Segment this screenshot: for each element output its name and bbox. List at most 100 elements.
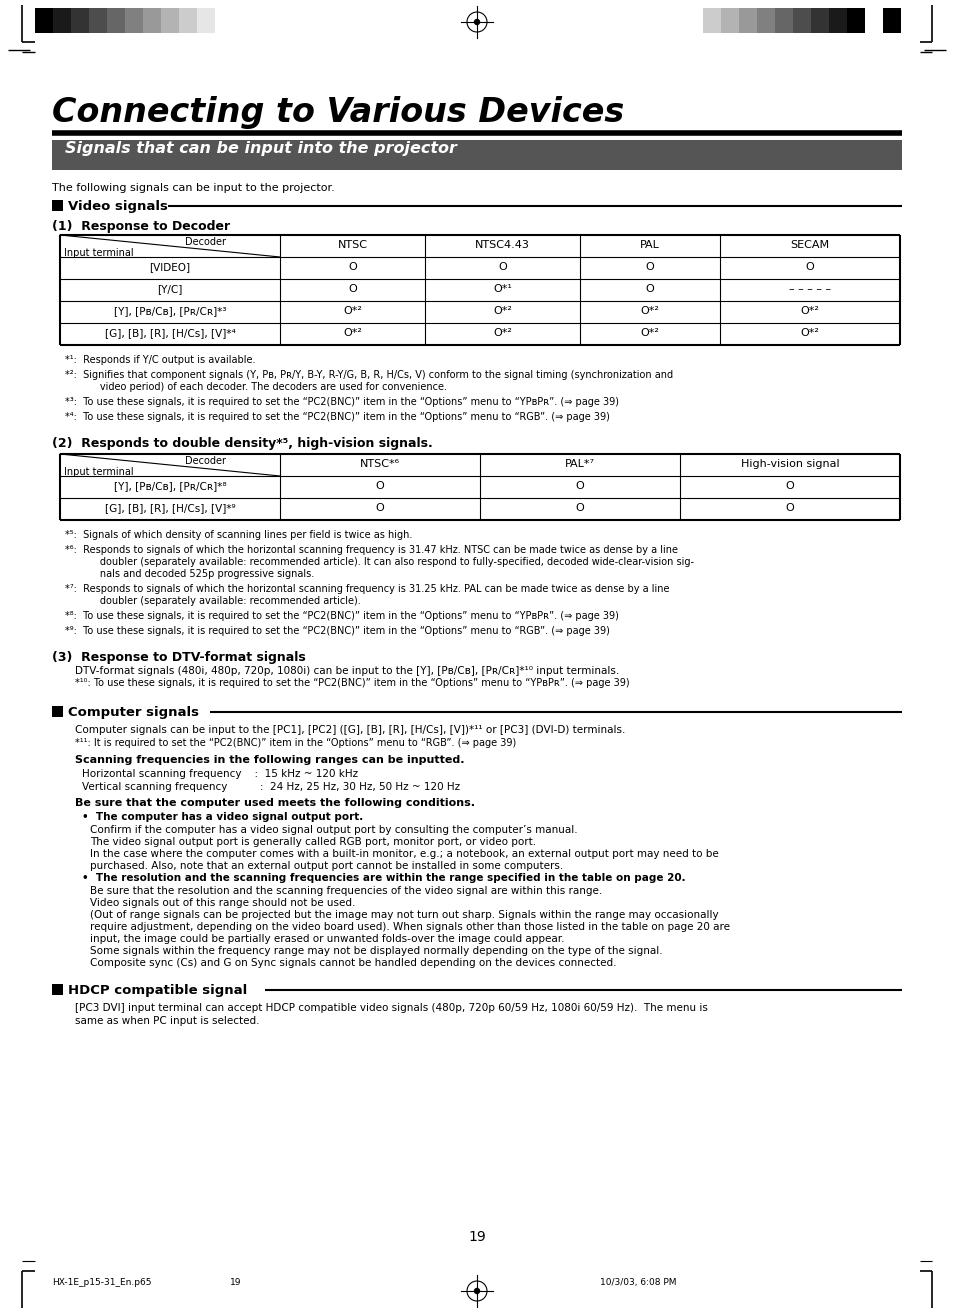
Text: *⁶:  Responds to signals of which the horizontal scanning frequency is 31.47 kHz: *⁶: Responds to signals of which the hor… — [65, 545, 678, 555]
Text: doubler (separately available: recommended article).: doubler (separately available: recommend… — [78, 596, 360, 607]
Bar — [792, 8, 810, 33]
Text: *⁸:  To use these signals, it is required to set the “PC2(BNC)” item in the “Opt: *⁸: To use these signals, it is required… — [65, 611, 618, 621]
Text: *³:  To use these signals, it is required to set the “PC2(BNC)” item in the “Opt: *³: To use these signals, it is required… — [65, 397, 618, 407]
Bar — [720, 8, 739, 33]
Text: (1)  Response to Decoder: (1) Response to Decoder — [52, 221, 230, 232]
Circle shape — [474, 20, 479, 25]
Bar — [143, 8, 161, 33]
Bar — [739, 8, 757, 33]
Bar — [757, 8, 774, 33]
Text: [G], [B], [R], [H/Cs], [V]*⁴: [G], [B], [R], [H/Cs], [V]*⁴ — [105, 328, 235, 337]
Text: •  The resolution and the scanning frequencies are within the range specified in: • The resolution and the scanning freque… — [82, 873, 685, 884]
Bar — [179, 8, 196, 33]
Text: *¹:  Responds if Y/C output is available.: *¹: Responds if Y/C output is available. — [65, 355, 255, 365]
Text: Be sure that the computer used meets the following conditions.: Be sure that the computer used meets the… — [75, 798, 475, 807]
Text: Input terminal: Input terminal — [64, 248, 133, 257]
Text: DTV-format signals (480i, 480p, 720p, 1080i) can be input to the [Y], [Pʙ/Cʙ], [: DTV-format signals (480i, 480p, 720p, 10… — [75, 666, 618, 676]
Bar — [89, 8, 107, 33]
Text: 10/3/03, 6:08 PM: 10/3/03, 6:08 PM — [599, 1278, 676, 1287]
Text: O*²: O*² — [493, 306, 512, 316]
Bar — [774, 8, 792, 33]
Text: In the case where the computer comes with a built-in monitor, e.g.; a notebook, : In the case where the computer comes wit… — [90, 850, 718, 859]
Text: O*²: O*² — [493, 328, 512, 337]
Text: O: O — [804, 263, 814, 272]
Text: O*²: O*² — [639, 306, 659, 316]
Text: O: O — [785, 503, 794, 513]
Bar — [52, 200, 63, 211]
Text: input, the image could be partially erased or unwanted folds-over the image coul: input, the image could be partially eras… — [90, 934, 564, 944]
Text: (Out of range signals can be projected but the image may not turn out sharp. Sig: (Out of range signals can be projected b… — [90, 910, 718, 920]
Text: O: O — [375, 481, 384, 491]
Text: O*²: O*² — [800, 328, 819, 337]
Bar — [196, 8, 214, 33]
Text: Decoder: Decoder — [185, 238, 226, 247]
Text: (3)  Response to DTV-format signals: (3) Response to DTV-format signals — [52, 651, 305, 664]
Text: Scanning frequencies in the following ranges can be inputted.: Scanning frequencies in the following ra… — [75, 755, 464, 765]
Text: O: O — [645, 263, 654, 272]
Text: *⁴:  To use these signals, it is required to set the “PC2(BNC)” item in the “Opt: *⁴: To use these signals, it is required… — [65, 412, 609, 421]
Text: [VIDEO]: [VIDEO] — [150, 263, 191, 272]
Text: HDCP compatible signal: HDCP compatible signal — [68, 983, 247, 997]
Text: Some signals within the frequency range may not be displayed normally depending : Some signals within the frequency range … — [90, 945, 662, 956]
Bar — [864, 8, 882, 33]
Text: [G], [B], [R], [H/Cs], [V]*⁹: [G], [B], [R], [H/Cs], [V]*⁹ — [105, 503, 235, 513]
Bar — [53, 8, 71, 33]
Bar — [71, 8, 89, 33]
Text: O*²: O*² — [800, 306, 819, 316]
Text: – – – – –: – – – – – — [788, 284, 830, 294]
Bar — [52, 140, 901, 169]
Text: The video signal output port is generally called RGB port, monitor port, or vide: The video signal output port is generall… — [90, 836, 536, 847]
Text: Signals that can be input into the projector: Signals that can be input into the proje… — [65, 140, 456, 156]
Text: *¹⁰: To use these signals, it is required to set the “PC2(BNC)” item in the “Opt: *¹⁰: To use these signals, it is require… — [75, 678, 629, 688]
Text: Confirm if the computer has a video signal output port by consulting the compute: Confirm if the computer has a video sign… — [90, 825, 577, 835]
Text: Connecting to Various Devices: Connecting to Various Devices — [52, 96, 623, 129]
Text: purchased. Also, note that an external output port cannot be installed in some c: purchased. Also, note that an external o… — [90, 861, 562, 871]
Text: Composite sync (Cs) and G on Sync signals cannot be handled depending on the dev: Composite sync (Cs) and G on Sync signal… — [90, 958, 616, 968]
Text: *¹¹: It is required to set the “PC2(BNC)” item in the “Options” menu to “RGB”. (: *¹¹: It is required to set the “PC2(BNC)… — [75, 738, 516, 748]
Bar — [214, 8, 233, 33]
Text: 19: 19 — [230, 1278, 241, 1287]
Circle shape — [474, 1288, 479, 1293]
Text: Vertical scanning frequency          :  24 Hz, 25 Hz, 30 Hz, 50 Hz ~ 120 Hz: Vertical scanning frequency : 24 Hz, 25 … — [82, 783, 459, 792]
Text: High-vision signal: High-vision signal — [740, 460, 839, 469]
Text: NTSC*⁶: NTSC*⁶ — [359, 460, 399, 469]
Text: O: O — [497, 263, 506, 272]
Bar — [35, 8, 53, 33]
Text: O*¹: O*¹ — [493, 284, 512, 294]
Text: Video signals out of this range should not be used.: Video signals out of this range should n… — [90, 898, 355, 909]
Bar — [702, 8, 720, 33]
Text: •  The computer has a video signal output port.: • The computer has a video signal output… — [82, 811, 363, 822]
Text: Computer signals: Computer signals — [68, 706, 199, 720]
Text: Computer signals can be input to the [PC1], [PC2] ([G], [B], [R], [H/Cs], [V])*¹: Computer signals can be input to the [PC… — [75, 725, 625, 735]
Text: NTSC4.43: NTSC4.43 — [475, 240, 529, 249]
Bar — [900, 8, 918, 33]
Text: O*²: O*² — [639, 328, 659, 337]
Bar — [52, 706, 63, 717]
Text: PAL*⁷: PAL*⁷ — [564, 460, 595, 469]
Bar — [828, 8, 846, 33]
Text: O: O — [645, 284, 654, 294]
Text: Be sure that the resolution and the scanning frequencies of the video signal are: Be sure that the resolution and the scan… — [90, 886, 601, 895]
Text: Decoder: Decoder — [185, 456, 226, 466]
Bar — [161, 8, 179, 33]
Text: [Y], [Pʙ/Cʙ], [Pʀ/Cʀ]*³: [Y], [Pʙ/Cʙ], [Pʀ/Cʀ]*³ — [113, 306, 226, 316]
Text: O: O — [348, 263, 356, 272]
Text: O: O — [785, 481, 794, 491]
Bar — [52, 983, 63, 995]
Text: SECAM: SECAM — [790, 240, 829, 249]
Text: [Y], [Pʙ/Cʙ], [Pʀ/Cʀ]*⁸: [Y], [Pʙ/Cʙ], [Pʀ/Cʀ]*⁸ — [113, 481, 226, 491]
Text: O*²: O*² — [343, 328, 361, 337]
Text: same as when PC input is selected.: same as when PC input is selected. — [75, 1016, 259, 1025]
Text: [PC3 DVI] input terminal can accept HDCP compatible video signals (480p, 720p 60: [PC3 DVI] input terminal can accept HDCP… — [75, 1003, 707, 1014]
Text: *⁵:  Signals of which density of scanning lines per field is twice as high.: *⁵: Signals of which density of scanning… — [65, 530, 412, 540]
Text: Input terminal: Input terminal — [64, 467, 133, 477]
Text: O: O — [348, 284, 356, 294]
Text: (2)  Responds to double density*⁵, high-vision signals.: (2) Responds to double density*⁵, high-v… — [52, 437, 433, 450]
Bar — [125, 8, 143, 33]
Text: NTSC: NTSC — [337, 240, 367, 249]
Text: [Y/C]: [Y/C] — [157, 284, 182, 294]
Bar — [107, 8, 125, 33]
Text: O: O — [575, 481, 584, 491]
Text: PAL: PAL — [639, 240, 659, 249]
Text: video period) of each decoder. The decoders are used for convenience.: video period) of each decoder. The decod… — [78, 382, 447, 393]
